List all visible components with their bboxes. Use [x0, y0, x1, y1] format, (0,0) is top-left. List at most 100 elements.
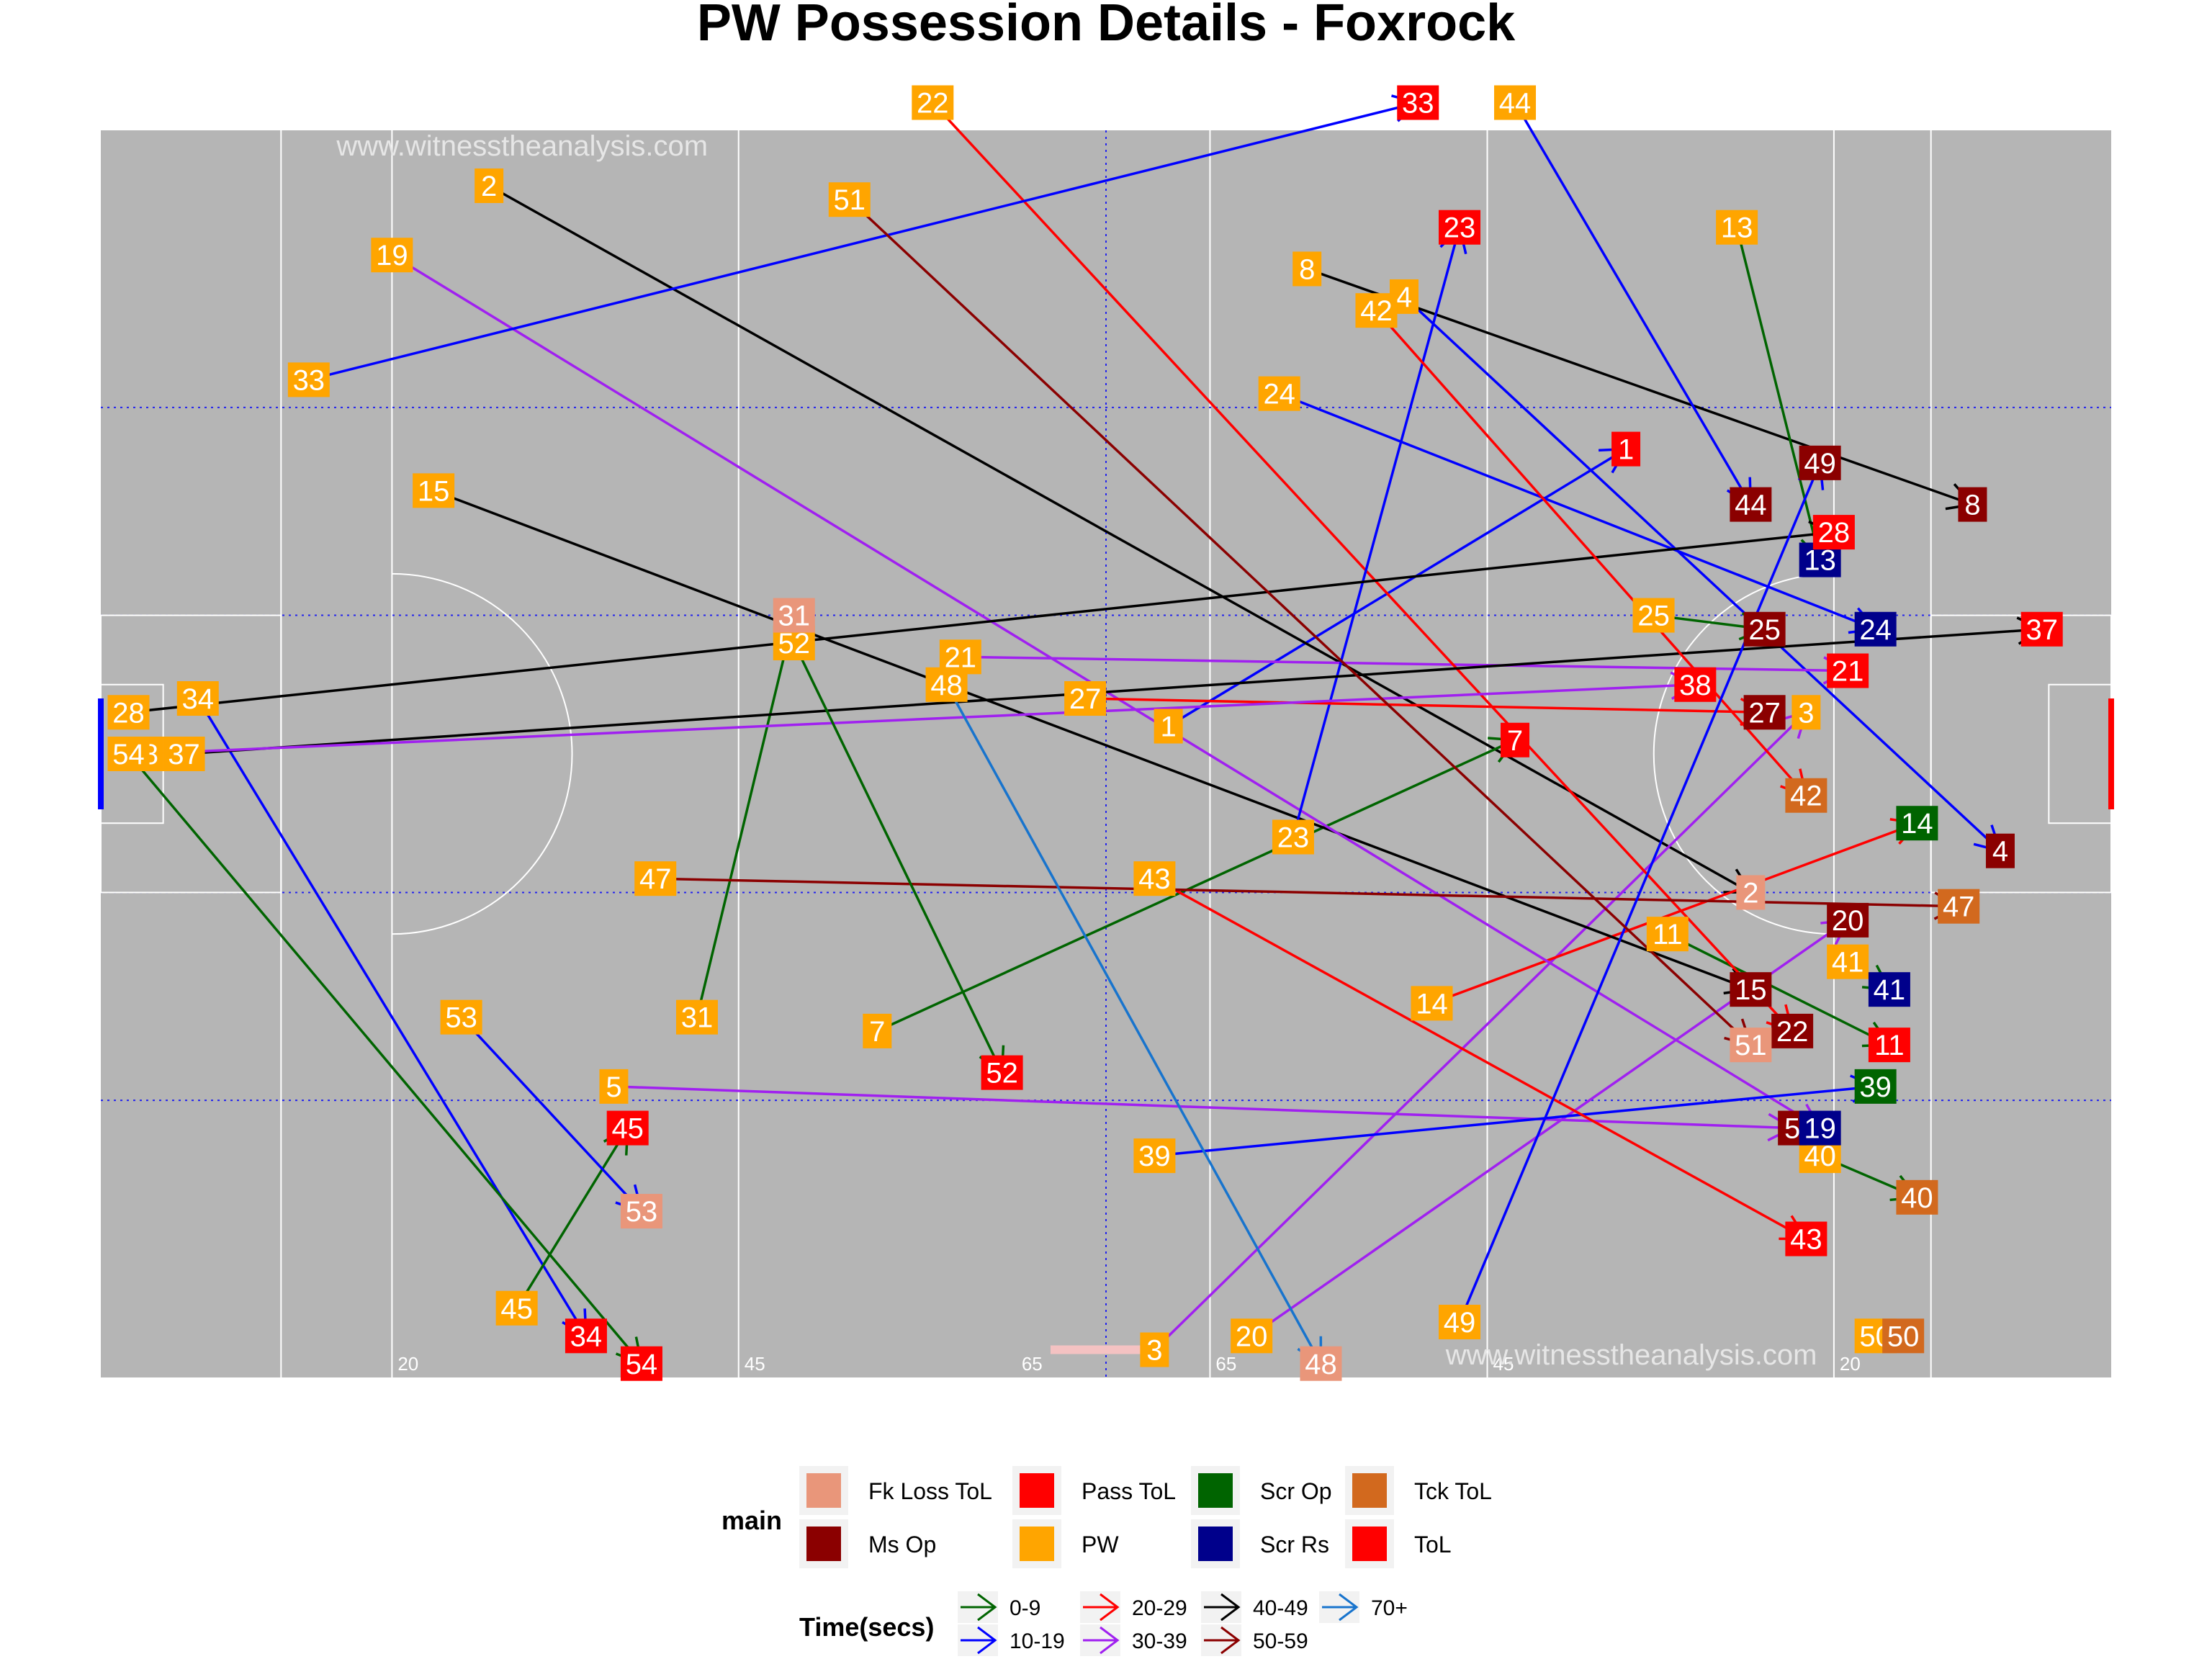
end-label-box [1985, 833, 2015, 868]
chart-title: PW Possession Details - Foxrock [697, 0, 1516, 52]
start-label-box [1064, 681, 1107, 716]
yard-label: 45 [745, 1353, 765, 1375]
end-label-box [1785, 778, 1827, 813]
start-label-box [1272, 819, 1314, 855]
start-label-text: 54 [112, 739, 145, 770]
end-label-text: 23 [1444, 212, 1476, 244]
legend-swatch [1020, 1473, 1054, 1508]
yard-label: 20 [397, 1353, 418, 1375]
end-label-text: 52 [986, 1058, 1018, 1089]
legend-swatch [806, 1473, 841, 1508]
legend-label: 10-19 [1010, 1629, 1065, 1653]
end-label-box [1785, 1221, 1827, 1256]
end-label-box [1743, 695, 1786, 730]
possession-line [1154, 711, 1807, 1351]
start-label-box [371, 238, 413, 273]
start-label-box [1355, 293, 1398, 328]
end-label-box [1439, 210, 1481, 245]
start-label-text: 43 [1138, 863, 1171, 895]
start-label-box [107, 737, 150, 771]
end-label-box [1827, 653, 1869, 688]
end-label-text: 54 [626, 1349, 658, 1380]
legend-arrowhead [977, 1626, 997, 1655]
start-label-text: 40 [1804, 1141, 1836, 1172]
start-label-box [1827, 944, 1869, 979]
start-label-text: 5 [606, 1071, 621, 1103]
end-label-box [1868, 1028, 1910, 1063]
yard-label: 20 [1840, 1353, 1861, 1375]
possession-line [1292, 227, 1461, 837]
yard-label: 65 [1022, 1353, 1043, 1375]
end-label-box [1611, 431, 1641, 467]
possession-line [696, 615, 796, 1018]
end-label-text: 27 [1748, 697, 1781, 729]
start-label-box [1292, 251, 1322, 287]
end-label-box [1791, 695, 1821, 730]
start-label-text: 3 [1146, 1335, 1162, 1367]
end-label-text: 37 [2026, 614, 2058, 646]
end-label-box [1771, 1013, 1814, 1048]
start-label-box [440, 999, 482, 1035]
start-label-text: 33 [293, 364, 325, 396]
start-label-text: 15 [418, 475, 450, 507]
possession-line [876, 739, 1516, 1033]
possession-line [613, 1085, 1793, 1130]
start-label-box [1133, 861, 1176, 896]
start-label-text: 2 [481, 171, 497, 202]
possession-line [433, 489, 1751, 991]
start-label-text: 24 [1263, 379, 1295, 410]
end-label-box [606, 1110, 649, 1146]
start-label-text: 47 [639, 863, 672, 895]
end-label-box [1799, 445, 1841, 480]
end-label-box [1730, 487, 1772, 522]
start-label-text: 34 [182, 683, 215, 715]
start-label-text: 28 [112, 697, 145, 729]
end-label-box [1300, 1346, 1342, 1381]
end-label-text: 47 [1943, 891, 1975, 923]
end-label-text: 48 [1305, 1349, 1337, 1380]
legend-label: 0-9 [1010, 1596, 1040, 1620]
start-label-box [1258, 376, 1300, 411]
legend-label: ToL [1414, 1532, 1452, 1557]
yard-label: 65 [1215, 1353, 1236, 1375]
end-label-box [1812, 515, 1855, 550]
end-label-text: 1 [1618, 434, 1634, 466]
start-label-box [1646, 917, 1689, 952]
end-label-box [1827, 902, 1869, 938]
start-label-text: 7 [869, 1016, 885, 1048]
legend-arrowhead [1220, 1626, 1241, 1655]
legend-swatch [806, 1527, 841, 1561]
start-label-text: 49 [1444, 1307, 1476, 1339]
possession-line [308, 101, 1419, 382]
start-label-box [912, 85, 954, 120]
legend-swatch [1020, 1527, 1054, 1561]
start-label-box [287, 362, 330, 397]
start-label-text: 31 [681, 1002, 714, 1034]
possession-line [1735, 227, 1822, 561]
end-label-text: 22 [1776, 1016, 1809, 1048]
start-label-box [634, 861, 677, 896]
end-label-box [1854, 611, 1897, 647]
end-label-text: 5 [1784, 1113, 1800, 1145]
end-label-box [620, 1194, 662, 1229]
start-label-text: 48 [930, 670, 963, 701]
legend-arrowhead [1220, 1593, 1241, 1622]
end-label-text: 49 [1804, 448, 1836, 480]
start-label-box [107, 695, 150, 730]
legend-label: PW [1082, 1532, 1119, 1557]
start-label-box [1494, 85, 1537, 120]
possession-line [460, 1016, 643, 1213]
end-label-text: 13 [1804, 545, 1836, 577]
pitch: 20 45 65 65 45 20www.witnesstheanalysis.comww… [98, 130, 2114, 1377]
arc-left [392, 572, 573, 935]
start-label-text: 11 [1653, 919, 1683, 950]
legend-label: Fk Loss ToL [868, 1478, 992, 1504]
legend-label: Scr Rs [1260, 1532, 1329, 1557]
legend-label: Scr Op [1260, 1478, 1332, 1504]
end-label-text: 2 [1743, 877, 1758, 909]
start-label-box [495, 1290, 538, 1326]
start-label-box [675, 999, 718, 1035]
start-label-text: 45 [500, 1293, 533, 1325]
possession-line [127, 752, 643, 1364]
start-label-box [1411, 986, 1453, 1021]
